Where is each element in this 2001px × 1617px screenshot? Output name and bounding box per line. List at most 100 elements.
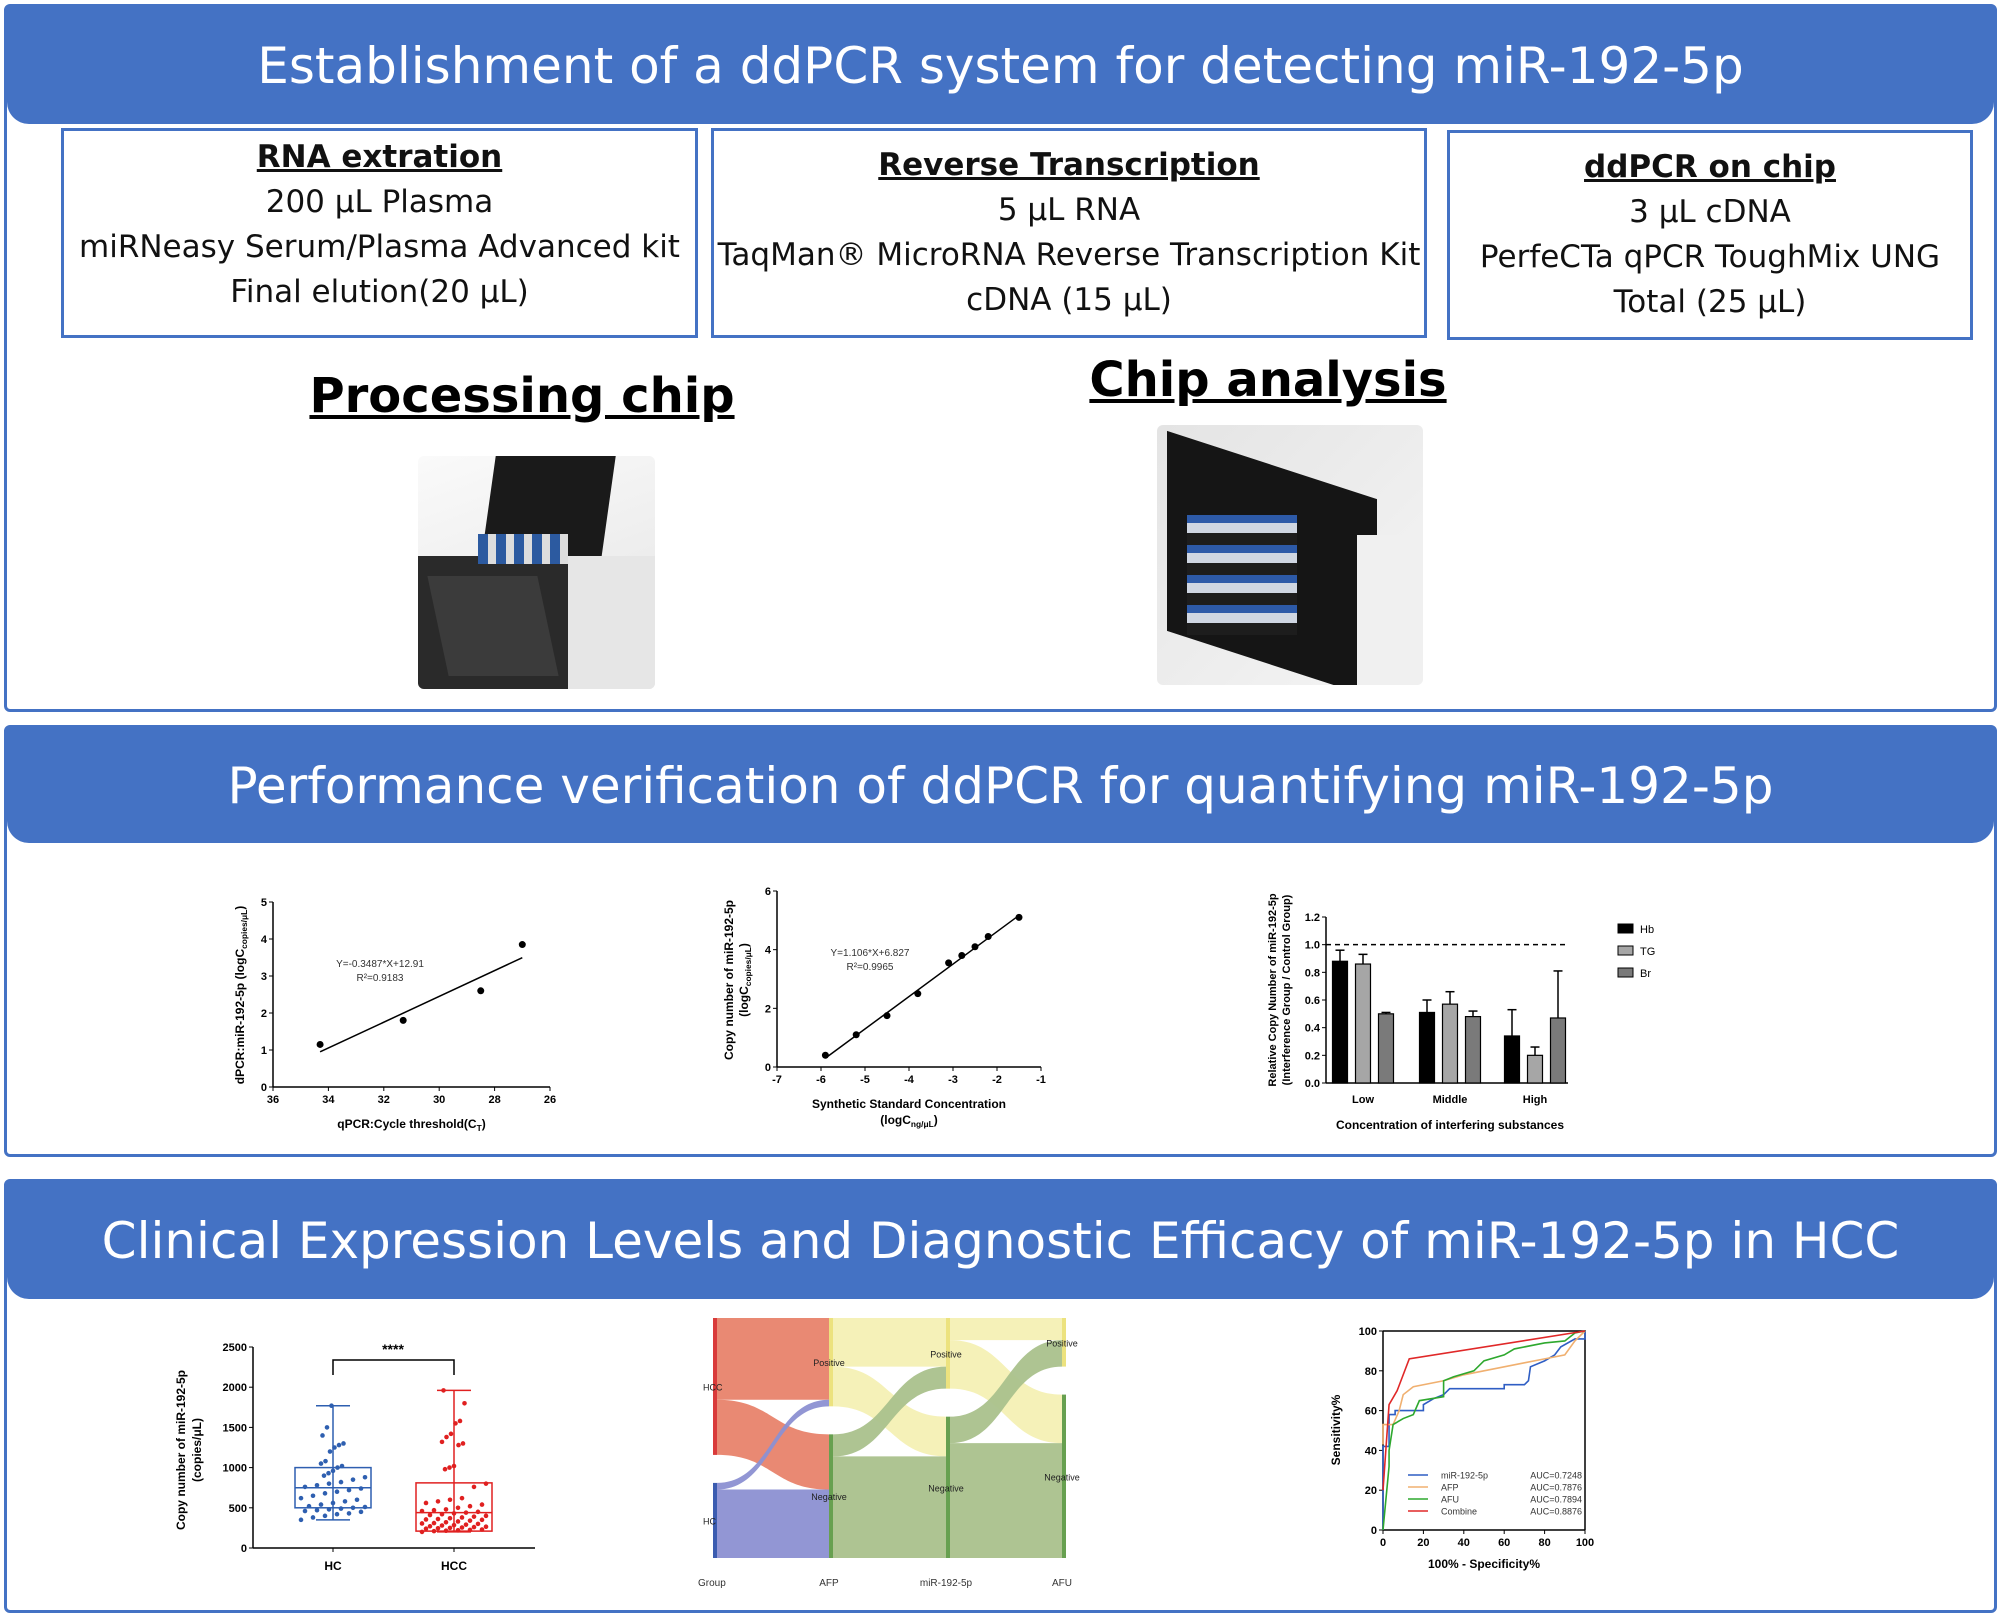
data-point: [447, 1497, 453, 1503]
chip-analysis-title: Chip analysis: [1089, 352, 1447, 408]
expression-box-plot: 0 500 1000 1500 2000 2500 HC HCC **** Copy number…: [174, 1341, 535, 1573]
sankey-axis-label: AFP: [819, 1578, 839, 1589]
legend-label: miR-192-5p: [1441, 1471, 1488, 1481]
step-title: Reverse Transcription: [878, 147, 1260, 183]
data-point: [467, 1527, 473, 1533]
data-point: [479, 1502, 485, 1507]
interference-bar-chart: 0.0 0.2 0.4 0.6 0.8 1.0 1.2 Low Middle High Concen…: [1267, 893, 1655, 1132]
y-tick-label: 500: [229, 1503, 247, 1515]
r-squared: R²=0.9183: [357, 973, 404, 984]
x-tick-label: -4: [904, 1074, 915, 1086]
x-axis-label: Synthetic Standard Concentration: [812, 1097, 1006, 1111]
data-point: [427, 1512, 433, 1518]
data-point: [883, 1012, 891, 1020]
bar-hb: [1503, 1035, 1521, 1084]
step-line: cDNA (15 μL): [966, 282, 1172, 318]
section-title: Clinical Expression Levels and Diagnosti…: [7, 1182, 1994, 1299]
category-label: Middle: [1433, 1094, 1468, 1106]
data-point: [459, 1495, 465, 1501]
bar-br: [1549, 1017, 1567, 1084]
x-tick-label: 30: [433, 1094, 445, 1106]
sankey-flow: [833, 1366, 946, 1457]
data-point: [451, 1522, 457, 1528]
legend-swatch: [1617, 945, 1634, 956]
data-point: [350, 1505, 356, 1511]
legend-swatch: [1617, 967, 1634, 978]
data-point: [326, 1507, 332, 1512]
data-point: [471, 1514, 477, 1519]
sankey-flow: [833, 1456, 946, 1558]
y-axis-label: Copy number of miR-192-5p: [174, 1370, 188, 1530]
sankey-node: [713, 1318, 717, 1455]
data-point: [419, 1529, 425, 1535]
box: [415, 1482, 493, 1532]
sankey-node-label: Negative: [811, 1492, 847, 1502]
roc-curve-combine: [1382, 1330, 1586, 1491]
data-point: [341, 1441, 346, 1446]
y-tick-label: 1.0: [1305, 940, 1320, 952]
data-point: [462, 1400, 467, 1406]
roc-curve-mir-192-5p: [1382, 1331, 1586, 1530]
data-point: [441, 1388, 446, 1393]
data-point: [318, 1461, 324, 1466]
data-point: [475, 1521, 481, 1527]
data-point: [958, 952, 966, 960]
data-point: [443, 1528, 449, 1534]
significance-bracket: [332, 1359, 455, 1375]
y-tick-label: 0.8: [1305, 967, 1320, 979]
data-point: [914, 990, 922, 998]
data-point: [339, 1463, 345, 1469]
data-point: [453, 1421, 458, 1426]
sankey-node: [1062, 1318, 1066, 1367]
y-tick-label: 1000: [223, 1463, 247, 1475]
sankey-node-label: HCC: [703, 1382, 723, 1392]
step-line: 5 μL RNA: [997, 192, 1141, 228]
roc-curve-chart: 0 20 40 60 80 100 0 20 40 60 80 100 miR-192-5p AUC=0.…: [1329, 1326, 1594, 1571]
data-point: [310, 1493, 316, 1499]
y-tick-label: 6: [765, 886, 771, 898]
data-point: [460, 1441, 466, 1446]
data-point: [342, 1499, 348, 1504]
data-point: [330, 1468, 336, 1474]
data-point: [455, 1505, 461, 1511]
data-point: [423, 1500, 429, 1506]
data-point: [439, 1511, 445, 1517]
y-tick-label: 4: [765, 945, 772, 957]
data-point: [457, 1418, 463, 1424]
x-tick-label: -5: [860, 1074, 870, 1086]
step-line: miRNeasy Serum/Plasma Advanced kit: [79, 229, 680, 265]
category-label: HC: [324, 1559, 342, 1573]
sankey-node-label: HC: [703, 1516, 716, 1526]
fit-equation: Y=-0.3487*X+12.91: [336, 959, 424, 970]
data-point: [358, 1509, 364, 1515]
legend-auc: AUC=0.8876: [1530, 1507, 1582, 1517]
sankey-flow: [833, 1318, 946, 1367]
bar-br: [1464, 1016, 1482, 1084]
sankey-axis-label: Group: [698, 1578, 726, 1589]
bar-hb: [1418, 1011, 1436, 1084]
bar-tg: [1441, 1003, 1459, 1084]
sankey-flow: [717, 1489, 829, 1558]
bar-tg: [1526, 1054, 1544, 1084]
step-title: ddPCR on chip: [1584, 149, 1836, 185]
y-axis-label: Relative Copy Number of miR-192-5p: [1267, 893, 1279, 1086]
x-tick-label: 100: [1576, 1537, 1594, 1549]
x-tick-label: -2: [992, 1074, 1002, 1086]
data-point: [321, 1473, 327, 1478]
data-point: [335, 1465, 340, 1470]
y-axis-label: dPCR:miR-192-5p (logCcopies/μL): [233, 906, 249, 1084]
data-point: [447, 1525, 453, 1531]
data-point: [320, 1433, 325, 1438]
sankey-flow: [950, 1318, 1062, 1341]
sankey-node-label: Positive: [813, 1358, 845, 1368]
data-point: [322, 1491, 328, 1496]
data-point: [334, 1489, 340, 1495]
data-point: [455, 1519, 461, 1524]
data-point: [447, 1465, 452, 1470]
data-point: [483, 1524, 489, 1529]
y-tick-label: 5: [261, 897, 267, 909]
y-tick-label: 0: [765, 1062, 771, 1074]
data-point: [471, 1524, 477, 1530]
data-point: [302, 1508, 308, 1514]
data-point: [334, 1511, 340, 1517]
